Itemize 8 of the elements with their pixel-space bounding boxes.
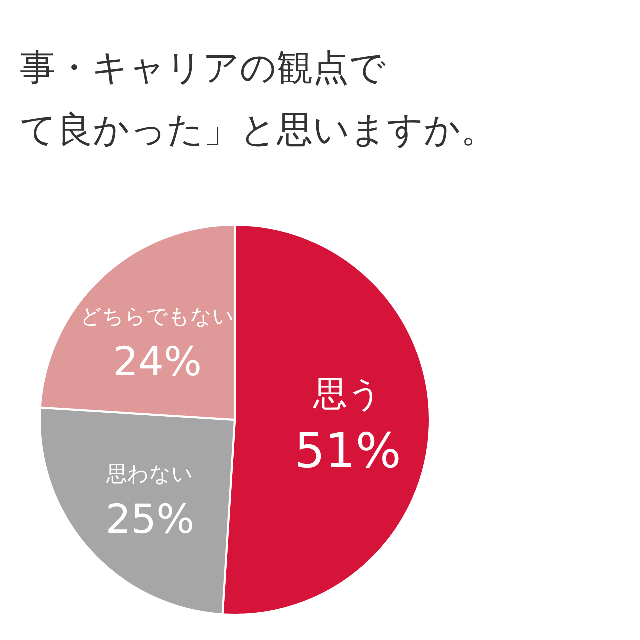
data-label: 25%: [106, 496, 195, 543]
chart-subtitle: て良かった」と思いますか。: [20, 110, 497, 151]
data-label: 24%: [113, 340, 202, 386]
chart-title: 事・キャリアの観点で: [20, 48, 386, 89]
slice-label: どちらでもない: [80, 304, 235, 329]
slice-label: 思う: [312, 374, 383, 415]
slice-label: 思わない: [106, 462, 194, 486]
data-label: 51%: [294, 424, 402, 480]
